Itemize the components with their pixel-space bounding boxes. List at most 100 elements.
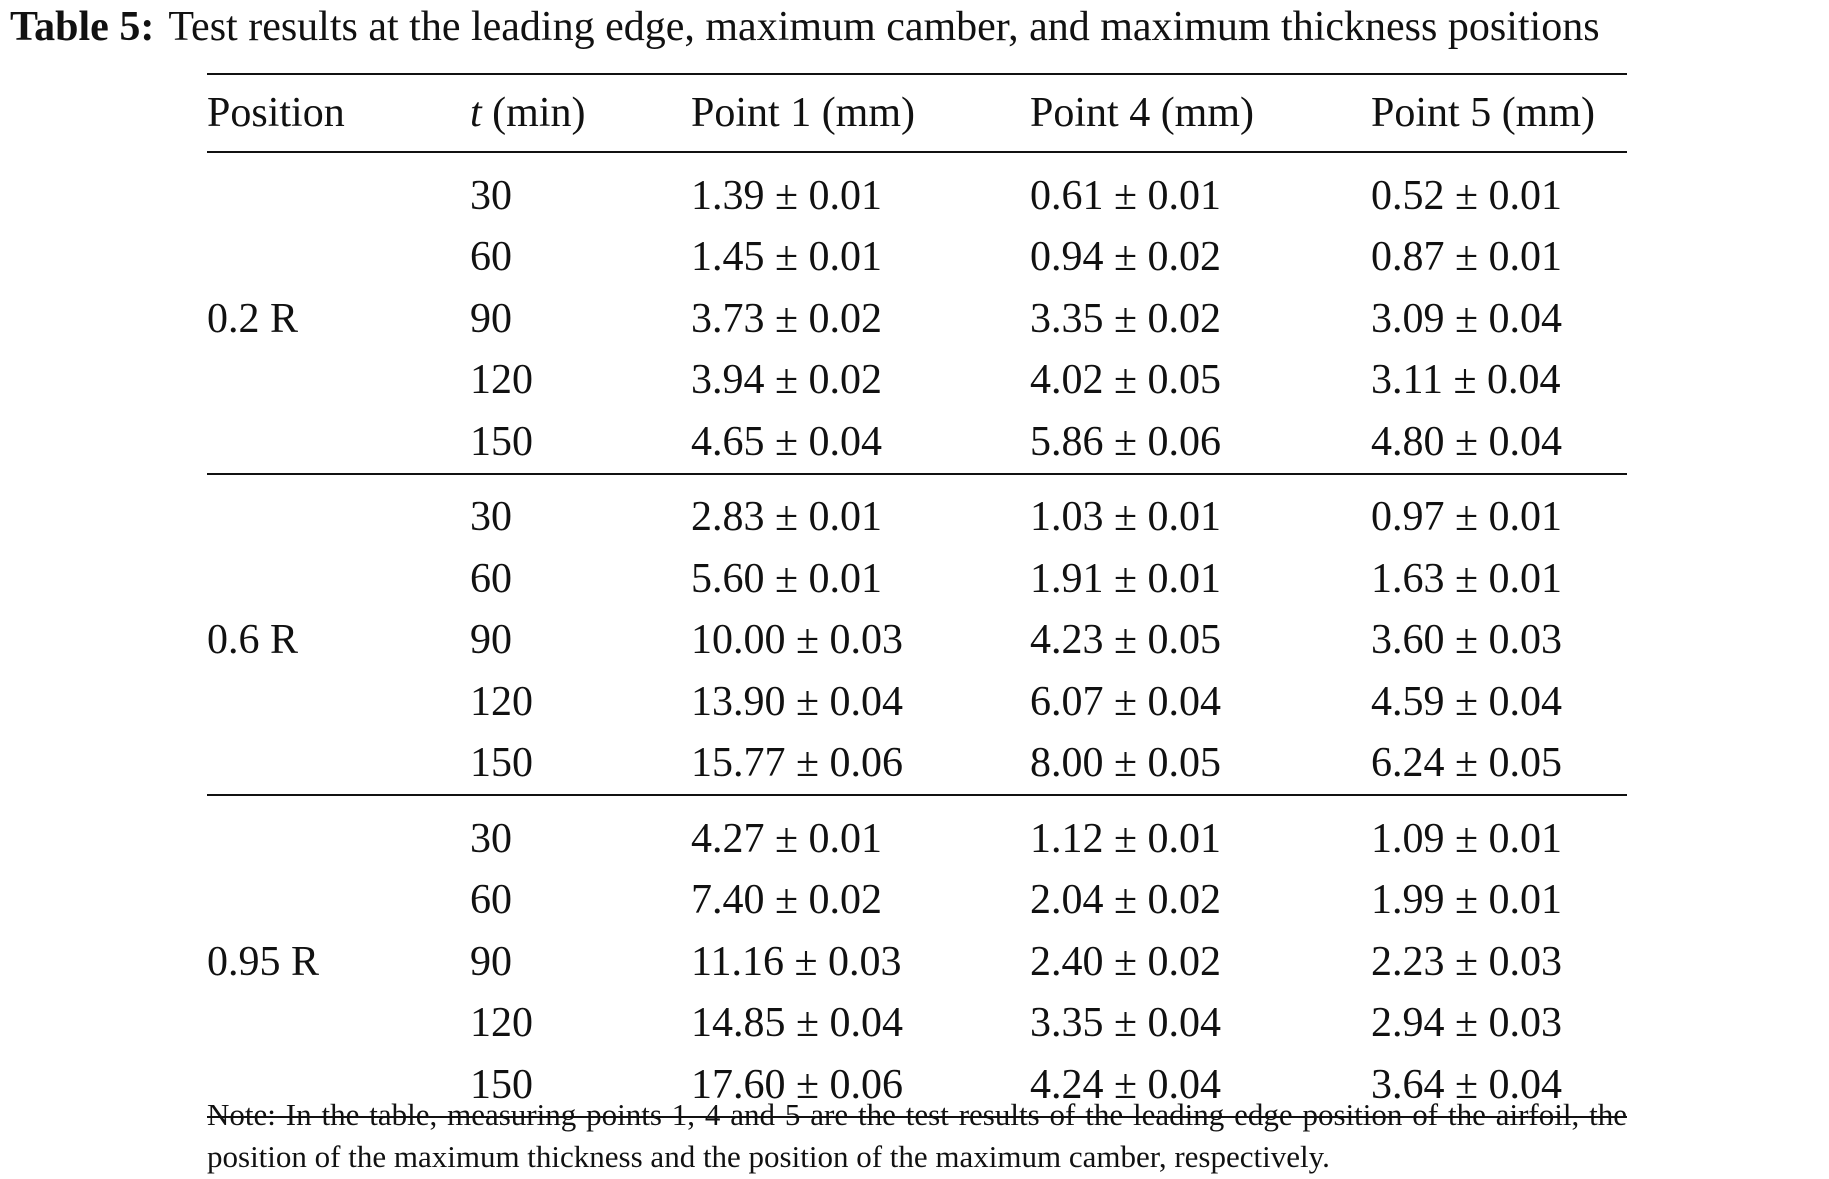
table-row: 30 4.27 ± 0.01 1.12 ± 0.01 1.09 ± 0.01	[207, 808, 1627, 870]
point4-cell: 4.23 ± 0.05	[1030, 617, 1222, 664]
time-cell: 30	[470, 172, 512, 219]
point4-cell: 1.12 ± 0.01	[1030, 815, 1222, 862]
table-note: Note: In the table, measuring points 1, …	[207, 1097, 1627, 1174]
time-cell: 120	[470, 357, 533, 404]
table-row: 150 15.77 ± 0.06 8.00 ± 0.05 6.24 ± 0.05	[207, 733, 1627, 795]
time-cell: 150	[470, 1061, 533, 1108]
bottom-rule	[207, 1115, 1627, 1118]
time-cell: 60	[470, 555, 512, 602]
point1-cell: 7.40 ± 0.02	[691, 877, 883, 924]
header-position: Position	[207, 90, 345, 136]
table-group: 30 4.27 ± 0.01 1.12 ± 0.01 1.09 ± 0.01 60 7.4…	[207, 796, 1627, 1116]
point5-cell: 2.94 ± 0.03	[1371, 1000, 1563, 1047]
table-body: 30 1.39 ± 0.01 0.61 ± 0.01 0.52 ± 0.01 60 1.4…	[207, 153, 1627, 1118]
point1-cell: 2.83 ± 0.01	[691, 494, 883, 541]
table-row: 60 7.40 ± 0.02 2.04 ± 0.02 1.99 ± 0.01	[207, 870, 1627, 932]
group-position-label: 0.6 R	[207, 617, 299, 664]
point5-cell: 1.09 ± 0.01	[1371, 815, 1563, 862]
point4-cell: 3.35 ± 0.02	[1030, 295, 1222, 342]
point4-cell: 4.02 ± 0.05	[1030, 357, 1222, 404]
point1-cell: 4.27 ± 0.01	[691, 815, 883, 862]
table-caption: Table 5: Test results at the leading edge…	[10, 2, 1600, 52]
table-row: 30 1.39 ± 0.01 0.61 ± 0.01 0.52 ± 0.01	[207, 165, 1627, 227]
point1-cell: 17.60 ± 0.06	[691, 1061, 904, 1108]
header-rule	[207, 151, 1627, 153]
group-position-label: 0.2 R	[207, 295, 299, 342]
time-cell: 120	[470, 678, 533, 725]
point1-cell: 3.73 ± 0.02	[691, 295, 883, 342]
time-cell: 150	[470, 740, 533, 787]
point4-cell: 2.04 ± 0.02	[1030, 877, 1222, 924]
point4-cell: 1.03 ± 0.01	[1030, 494, 1222, 541]
point1-cell: 3.94 ± 0.02	[691, 357, 883, 404]
point4-cell: 1.91 ± 0.01	[1030, 555, 1222, 602]
point4-cell: 6.07 ± 0.04	[1030, 678, 1222, 725]
point4-cell: 0.94 ± 0.02	[1030, 234, 1222, 281]
point1-cell: 14.85 ± 0.04	[691, 1000, 904, 1047]
table-row: 150 17.60 ± 0.06 4.24 ± 0.04 3.64 ± 0.04	[207, 1054, 1627, 1116]
group-rule	[207, 794, 1627, 796]
table-row: 0.6 R 90 10.00 ± 0.03 4.23 ± 0.05 3.60 ± 0.0…	[207, 610, 1627, 672]
time-cell: 150	[470, 418, 533, 465]
table-row: 0.2 R 90 3.73 ± 0.02 3.35 ± 0.02 3.09 ± 0.04	[207, 288, 1627, 350]
table-row: 0.95 R 90 11.16 ± 0.03 2.40 ± 0.02 2.23 ± 0.…	[207, 931, 1627, 993]
table-group: 30 1.39 ± 0.01 0.61 ± 0.01 0.52 ± 0.01 60 1.4…	[207, 153, 1627, 473]
point4-cell: 3.35 ± 0.04	[1030, 1000, 1222, 1047]
table-row: 150 4.65 ± 0.04 5.86 ± 0.06 4.80 ± 0.04	[207, 411, 1627, 473]
time-cell: 60	[470, 234, 512, 281]
point5-cell: 4.59 ± 0.04	[1371, 678, 1563, 725]
point4-cell: 0.61 ± 0.01	[1030, 172, 1222, 219]
time-cell: 30	[470, 494, 512, 541]
point1-cell: 10.00 ± 0.03	[691, 617, 904, 664]
point1-cell: 11.16 ± 0.03	[691, 938, 902, 985]
point1-cell: 15.77 ± 0.06	[691, 740, 904, 787]
point4-cell: 5.86 ± 0.06	[1030, 418, 1222, 465]
point5-cell: 4.80 ± 0.04	[1371, 418, 1563, 465]
point1-cell: 13.90 ± 0.04	[691, 678, 904, 725]
point5-cell: 3.09 ± 0.04	[1371, 295, 1563, 342]
point4-cell: 4.24 ± 0.04	[1030, 1061, 1222, 1108]
header-point1: Point 1 (mm)	[691, 90, 916, 136]
point5-cell: 3.64 ± 0.04	[1371, 1061, 1563, 1108]
point1-cell: 1.39 ± 0.01	[691, 172, 883, 219]
point1-cell: 1.45 ± 0.01	[691, 234, 883, 281]
top-rule	[207, 73, 1627, 75]
point5-cell: 1.63 ± 0.01	[1371, 555, 1563, 602]
group-rule	[207, 472, 1627, 475]
table-row: 120 3.94 ± 0.02 4.02 ± 0.05 3.11 ± 0.04	[207, 350, 1627, 412]
time-cell: 90	[470, 295, 512, 342]
results-table: Position t (min) Point 1 (mm) Point 4 (m…	[207, 73, 1627, 1118]
time-cell: 90	[470, 617, 512, 664]
point5-cell: 6.24 ± 0.05	[1371, 740, 1563, 787]
table-group: 30 2.83 ± 0.01 1.03 ± 0.01 0.97 ± 0.01 60 5.6…	[207, 475, 1627, 795]
group-rows: 30 2.83 ± 0.01 1.03 ± 0.01 0.97 ± 0.01 60 5.6…	[207, 487, 1627, 795]
group-rows: 30 1.39 ± 0.01 0.61 ± 0.01 0.52 ± 0.01 60 1.4…	[207, 165, 1627, 473]
point5-cell: 3.11 ± 0.04	[1371, 357, 1561, 404]
point4-cell: 2.40 ± 0.02	[1030, 938, 1222, 985]
header-point4: Point 4 (mm)	[1030, 90, 1255, 136]
point5-cell: 0.87 ± 0.01	[1371, 234, 1563, 281]
header-point5: Point 5 (mm)	[1371, 90, 1596, 136]
point5-cell: 3.60 ± 0.03	[1371, 617, 1563, 664]
group-position-label: 0.95 R	[207, 938, 320, 985]
point5-cell: 2.23 ± 0.03	[1371, 938, 1563, 985]
table-row: 120 13.90 ± 0.04 6.07 ± 0.04 4.59 ± 0.04	[207, 671, 1627, 733]
header-time-symbol: t	[470, 90, 482, 136]
table-row: 120 14.85 ± 0.04 3.35 ± 0.04 2.94 ± 0.03	[207, 993, 1627, 1055]
point5-cell: 0.52 ± 0.01	[1371, 172, 1563, 219]
table-header-row: Position t (min) Point 1 (mm) Point 4 (m…	[207, 75, 1627, 151]
time-cell: 60	[470, 877, 512, 924]
point5-cell: 1.99 ± 0.01	[1371, 877, 1563, 924]
table-row: 60 1.45 ± 0.01 0.94 ± 0.02 0.87 ± 0.01	[207, 227, 1627, 289]
table-row: 30 2.83 ± 0.01 1.03 ± 0.01 0.97 ± 0.01	[207, 487, 1627, 549]
point1-cell: 5.60 ± 0.01	[691, 555, 883, 602]
point5-cell: 0.97 ± 0.01	[1371, 494, 1563, 541]
time-cell: 30	[470, 815, 512, 862]
header-time: t (min)	[470, 89, 691, 137]
group-rows: 30 4.27 ± 0.01 1.12 ± 0.01 1.09 ± 0.01 60 7.4…	[207, 808, 1627, 1116]
time-cell: 120	[470, 1000, 533, 1047]
point4-cell: 8.00 ± 0.05	[1030, 740, 1222, 787]
time-cell: 90	[470, 938, 512, 985]
header-time-unit: (min)	[492, 90, 586, 136]
caption-label: Table 5:	[10, 4, 155, 50]
